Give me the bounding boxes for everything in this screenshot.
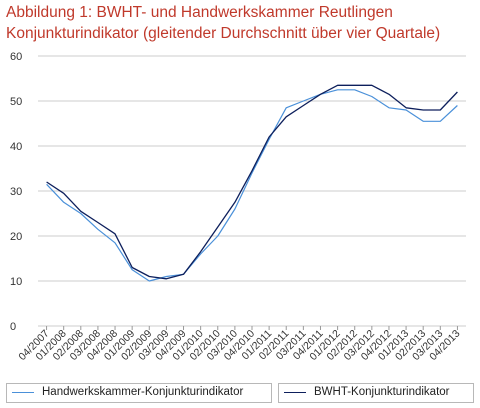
line-chart: 010203040506004/200701/200802/200803/200… — [10, 51, 466, 363]
legend-swatch-hwk — [12, 391, 34, 393]
series-line-hwk — [46, 89, 458, 282]
y-tick-label-10: 10 — [10, 276, 22, 288]
legend-item-hwk: Handwerkskammer-Konjunkturindikator — [12, 386, 243, 398]
chart-title: Abbildung 1: BWHT- und Handwerkskammer R… — [6, 2, 476, 44]
y-tick-label-50: 50 — [10, 96, 22, 108]
legend-swatch-bwht — [284, 391, 306, 393]
legend-label-hwk: Handwerkskammer-Konjunkturindikator — [42, 386, 244, 398]
y-tick-label-40: 40 — [10, 141, 22, 153]
y-tick-label-30: 30 — [10, 186, 22, 198]
y-tick-label-0: 0 — [10, 321, 16, 333]
legend-label-bwht: BWHT-Konjunkturindikator — [314, 386, 450, 398]
series-line-bwht — [46, 84, 458, 280]
chart-title-line-2: Konjunkturindikator (gleitender Durchsch… — [6, 25, 441, 42]
chart-legend: Handwerkskammer-Konjunkturindikator BWHT… — [6, 383, 474, 406]
y-tick-label-60: 60 — [10, 51, 22, 63]
legend-item-bwht: BWHT-Konjunkturindikator — [284, 386, 450, 398]
legend-box-hwk — [6, 383, 272, 403]
legend-box-bwht — [278, 383, 474, 403]
y-tick-label-20: 20 — [10, 231, 22, 243]
chart-title-line-1: Abbildung 1: BWHT- und Handwerkskammer R… — [6, 4, 393, 21]
